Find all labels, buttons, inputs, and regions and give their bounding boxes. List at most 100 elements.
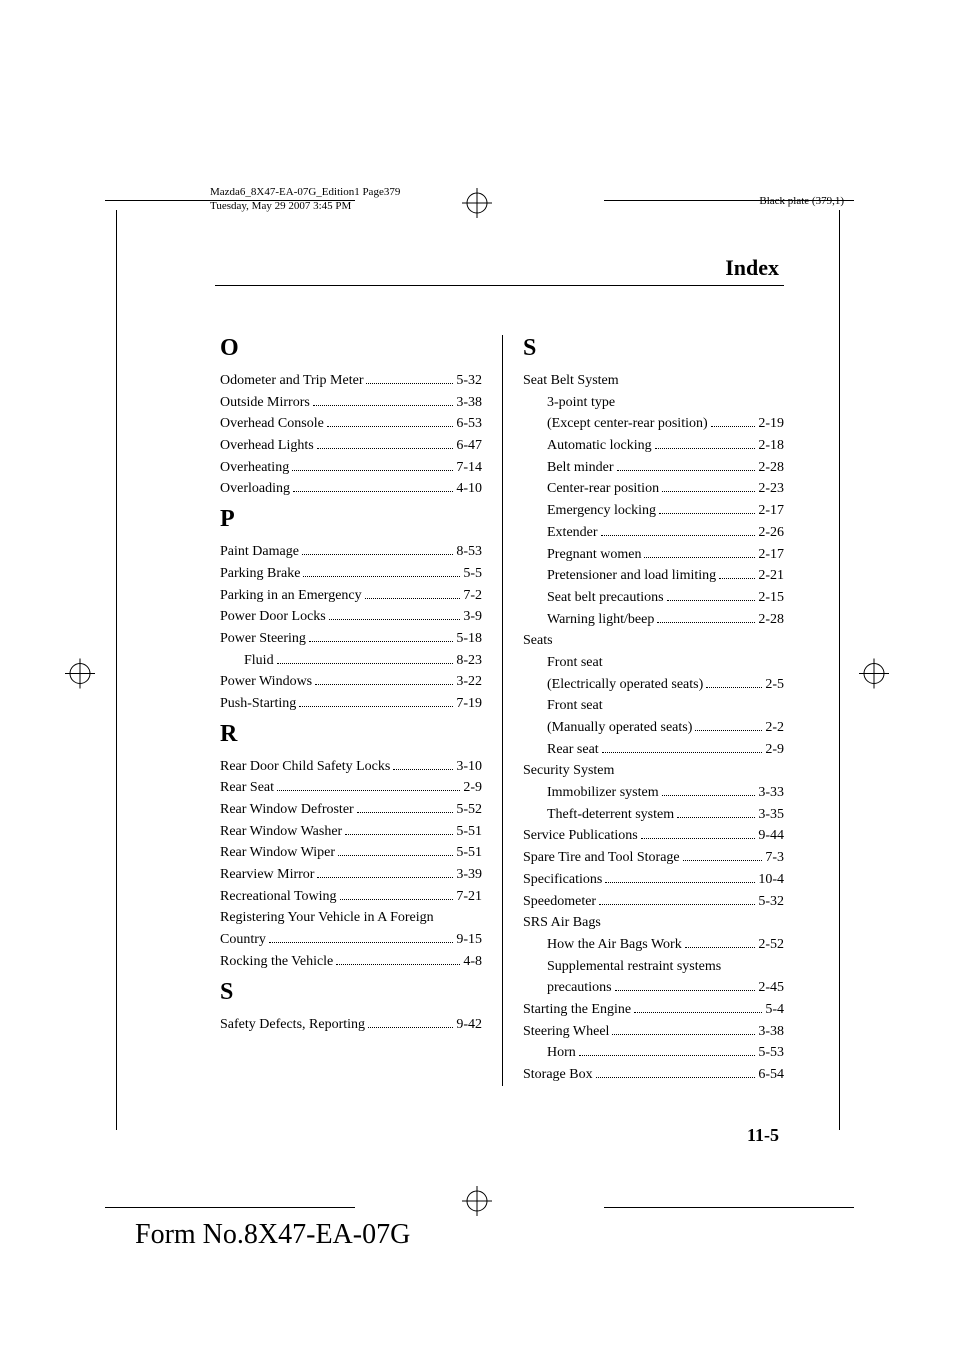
index-entry-label: Spare Tire and Tool Storage xyxy=(523,847,680,869)
index-entry: Specifications 10-4 xyxy=(523,869,784,891)
index-entry-label: Push-Starting xyxy=(220,693,296,715)
index-entry-page: 5-4 xyxy=(765,999,784,1021)
index-entry-page: 6-54 xyxy=(758,1064,784,1086)
index-entry-page: 3-38 xyxy=(758,1021,784,1043)
index-entry-page: 7-3 xyxy=(765,847,784,869)
index-entry-label: Rearview Mirror xyxy=(220,864,314,886)
index-entry: Rearview Mirror 3-39 xyxy=(220,864,482,886)
index-entry: Service Publications9-44 xyxy=(523,825,784,847)
index-entry: Theft-deterrent system3-35 xyxy=(523,804,784,826)
index-entry-page: 2-17 xyxy=(758,500,784,522)
index-entry-label: Belt minder xyxy=(547,457,614,479)
index-entry-leader xyxy=(338,855,453,856)
index-entry-label: Center-rear position xyxy=(547,478,659,500)
index-entry-label: Rear Door Child Safety Locks xyxy=(220,756,390,778)
index-group-heading: Supplemental restraint systems xyxy=(523,956,784,978)
index-entry-leader xyxy=(617,470,756,471)
index-section-letter: S xyxy=(220,979,482,1006)
index-entry-leader xyxy=(634,1012,762,1013)
index-entry-leader xyxy=(655,448,756,449)
index-entry: Horn5-53 xyxy=(523,1042,784,1064)
index-columns: OOdometer and Trip Meter5-32Outside Mirr… xyxy=(220,335,784,1086)
index-entry-leader xyxy=(293,491,453,492)
index-entry: Automatic locking2-18 xyxy=(523,435,784,457)
page-header-title: Index xyxy=(725,255,779,281)
trim-rule xyxy=(604,200,854,201)
index-group-heading: Seats xyxy=(523,630,784,652)
index-entry-label: Rear Seat xyxy=(220,777,274,799)
index-entry-label: Overhead Console xyxy=(220,413,324,435)
index-entry: Rear Seat2-9 xyxy=(220,777,482,799)
index-entry: Power Door Locks3-9 xyxy=(220,606,482,628)
index-entry-page: 5-52 xyxy=(456,799,482,821)
index-entry-page: 3-39 xyxy=(456,864,482,886)
index-entry: Center-rear position2-23 xyxy=(523,478,784,500)
index-entry-label: Specifications xyxy=(523,869,602,891)
index-entry-page: 7-14 xyxy=(456,457,482,479)
index-entry-label: Power Door Locks xyxy=(220,606,326,628)
index-entry-leader xyxy=(667,600,756,601)
crop-mark-top-icon xyxy=(462,188,492,223)
index-entry: Storage Box6-54 xyxy=(523,1064,784,1086)
index-entry-leader xyxy=(579,1055,756,1056)
index-entry-page: 7-21 xyxy=(456,886,482,908)
index-entry: Rear seat2-9 xyxy=(523,739,784,761)
index-entry-label: (Manually operated seats) xyxy=(547,717,692,739)
index-entry-leader xyxy=(269,942,453,943)
print-plate: Black plate (379,1) xyxy=(759,195,844,207)
index-entry-leader xyxy=(366,383,453,384)
index-entry: Fluid8-23 xyxy=(220,650,482,672)
index-entry-page: 2-5 xyxy=(765,674,784,696)
index-entry-page: 5-32 xyxy=(456,370,482,392)
index-column-right: SSeat Belt System3-point type(Except cen… xyxy=(502,335,784,1086)
index-entry: Speedometer5-32 xyxy=(523,891,784,913)
index-entry: Push-Starting 7-19 xyxy=(220,693,482,715)
index-entry-page: 2-28 xyxy=(758,609,784,631)
index-group-heading: Registering Your Vehicle in A Foreign xyxy=(220,907,482,929)
index-entry-leader xyxy=(641,838,756,839)
index-entry-page: 2-26 xyxy=(758,522,784,544)
index-entry-leader xyxy=(601,535,756,536)
index-entry-page: 10-4 xyxy=(758,869,784,891)
index-entry-page: 3-10 xyxy=(456,756,482,778)
index-entry: Power Windows3-22 xyxy=(220,671,482,693)
index-entry-page: 7-19 xyxy=(456,693,482,715)
index-section-letter: S xyxy=(523,335,784,362)
index-entry-label: Rear seat xyxy=(547,739,599,761)
index-entry-label: Seat belt precautions xyxy=(547,587,664,609)
index-entry: Safety Defects, Reporting9-42 xyxy=(220,1014,482,1036)
trim-rule xyxy=(105,200,355,201)
index-entry-leader xyxy=(329,619,461,620)
index-entry-label: Country xyxy=(220,929,266,951)
index-entry: Starting the Engine5-4 xyxy=(523,999,784,1021)
index-entry-page: 8-53 xyxy=(456,541,482,563)
index-entry-leader xyxy=(644,557,755,558)
index-entry-page: 2-45 xyxy=(758,977,784,999)
index-group-heading: SRS Air Bags xyxy=(523,912,784,934)
index-entry: Rocking the Vehicle4-8 xyxy=(220,951,482,973)
index-entry-leader xyxy=(317,448,454,449)
index-entry-leader xyxy=(309,641,453,642)
index-entry: (Except center-rear position)2-19 xyxy=(523,413,784,435)
index-entry-label: Pregnant women xyxy=(547,544,641,566)
index-entry-page: 2-15 xyxy=(758,587,784,609)
index-entry: Pregnant women2-17 xyxy=(523,544,784,566)
index-entry-page: 7-2 xyxy=(463,585,482,607)
index-entry: Power Steering5-18 xyxy=(220,628,482,650)
index-group-heading: 3-point type xyxy=(523,392,784,414)
index-entry-label: Rocking the Vehicle xyxy=(220,951,333,973)
index-entry-label: (Electrically operated seats) xyxy=(547,674,703,696)
form-number: Form No.8X47-EA-07G xyxy=(135,1219,410,1251)
index-entry-leader xyxy=(599,904,755,905)
index-entry-leader xyxy=(327,426,454,427)
index-entry-leader xyxy=(313,405,454,406)
index-entry-leader xyxy=(605,882,755,883)
index-entry-label: Power Steering xyxy=(220,628,306,650)
index-entry: Steering Wheel3-38 xyxy=(523,1021,784,1043)
index-entry-page: 9-15 xyxy=(456,929,482,951)
index-entry-leader xyxy=(602,752,763,753)
index-entry-label: Overloading xyxy=(220,478,290,500)
index-entry-leader xyxy=(302,554,453,555)
index-entry-label: Service Publications xyxy=(523,825,638,847)
index-group-heading: Front seat xyxy=(523,695,784,717)
